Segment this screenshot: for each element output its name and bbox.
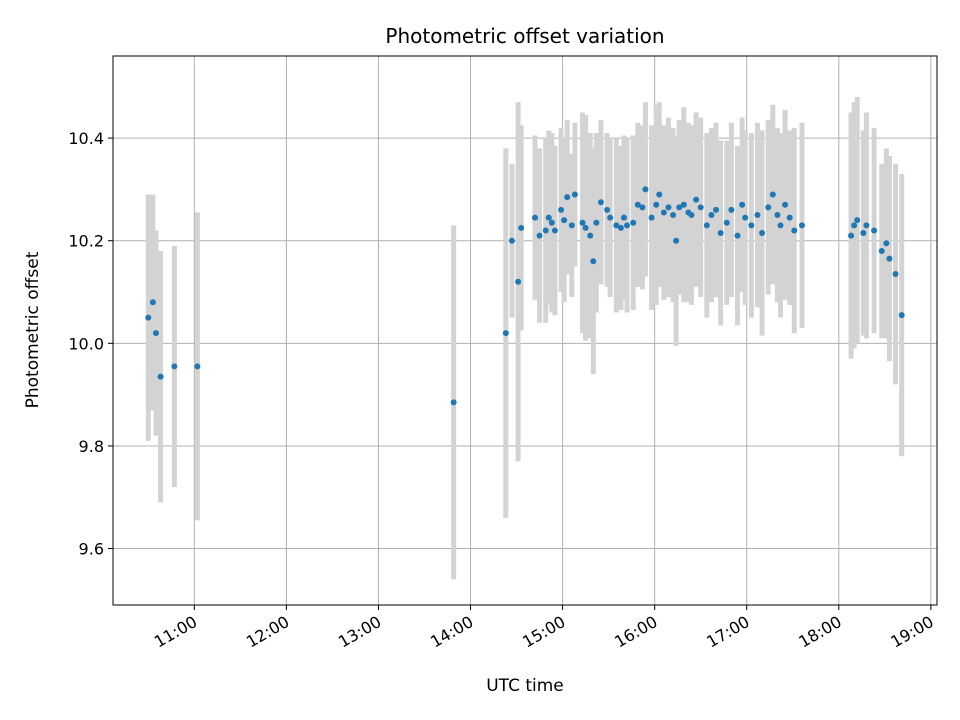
data-point xyxy=(634,201,641,208)
data-point xyxy=(157,373,164,380)
data-point xyxy=(759,230,766,237)
data-point xyxy=(564,194,571,201)
data-point xyxy=(587,232,594,239)
data-point xyxy=(791,227,798,234)
data-point xyxy=(863,222,870,229)
data-point xyxy=(860,230,867,237)
data-point xyxy=(851,222,858,229)
x-axis-label: UTC time xyxy=(486,676,564,696)
data-point xyxy=(607,214,614,221)
data-point xyxy=(502,330,509,337)
y-axis-label: Photometric offset xyxy=(23,251,43,408)
data-point xyxy=(145,314,152,321)
data-point xyxy=(697,204,704,211)
data-point xyxy=(854,217,861,224)
data-point xyxy=(582,224,589,231)
data-point xyxy=(450,399,457,406)
data-point xyxy=(579,219,586,226)
data-point xyxy=(878,247,885,254)
data-point xyxy=(769,191,776,198)
data-point xyxy=(782,201,789,208)
data-point xyxy=(149,299,156,306)
plot-frame xyxy=(112,55,938,606)
data-point xyxy=(728,206,735,213)
y-axis-ticks: 9.6 9.8 10.0 10.2 10.4 xyxy=(68,129,113,559)
chart-title: Photometric offset variation xyxy=(385,24,664,48)
data-point xyxy=(653,201,660,208)
y-tick-label: 10.2 xyxy=(68,232,104,251)
data-point xyxy=(648,214,655,221)
data-point xyxy=(531,214,538,221)
data-point xyxy=(660,209,667,216)
data-point xyxy=(892,271,899,278)
data-point xyxy=(194,363,201,370)
data-point xyxy=(152,330,159,337)
data-point xyxy=(723,219,730,226)
y-tick-label: 10.0 xyxy=(68,334,104,353)
data-point xyxy=(739,201,746,208)
data-point xyxy=(708,212,715,219)
data-point xyxy=(883,240,890,247)
data-point xyxy=(551,227,558,234)
data-point xyxy=(642,186,649,193)
data-point xyxy=(604,206,611,213)
data-point xyxy=(742,214,749,221)
data-point xyxy=(748,222,755,229)
data-point xyxy=(734,232,741,239)
data-point xyxy=(713,206,720,213)
data-point xyxy=(798,222,805,229)
data-point xyxy=(620,214,627,221)
data-point xyxy=(624,222,631,229)
data-point xyxy=(561,217,568,224)
data-points xyxy=(145,186,905,406)
data-point xyxy=(656,191,663,198)
data-point xyxy=(886,255,893,262)
data-point xyxy=(898,312,905,319)
data-point xyxy=(777,222,784,229)
data-point xyxy=(597,199,604,206)
data-point xyxy=(617,224,624,231)
y-tick-label: 10.4 xyxy=(68,129,104,148)
data-point xyxy=(545,214,552,221)
data-point xyxy=(665,204,672,211)
data-point xyxy=(673,237,680,244)
data-point xyxy=(717,230,724,237)
data-point xyxy=(613,222,620,229)
data-point xyxy=(171,363,178,370)
data-point xyxy=(786,214,793,221)
data-point xyxy=(542,227,549,234)
data-point xyxy=(848,232,855,239)
data-point xyxy=(754,212,761,219)
data-point xyxy=(518,224,525,231)
data-point xyxy=(571,191,578,198)
data-point xyxy=(676,204,683,211)
data-point xyxy=(515,278,522,285)
data-point xyxy=(774,212,781,219)
data-point xyxy=(630,219,637,226)
data-point xyxy=(508,237,515,244)
data-point xyxy=(590,258,597,265)
y-tick-label: 9.8 xyxy=(79,437,104,456)
data-point xyxy=(548,219,555,226)
data-point xyxy=(670,212,677,219)
data-point xyxy=(536,232,543,239)
y-tick-label: 9.6 xyxy=(79,540,104,559)
data-point xyxy=(703,222,710,229)
data-point xyxy=(593,219,600,226)
data-point xyxy=(558,206,565,213)
data-point xyxy=(680,201,687,208)
data-point xyxy=(765,204,772,211)
data-point xyxy=(693,196,700,203)
data-point xyxy=(871,227,878,234)
data-point xyxy=(688,212,695,219)
data-point xyxy=(568,222,575,229)
data-point xyxy=(639,204,646,211)
